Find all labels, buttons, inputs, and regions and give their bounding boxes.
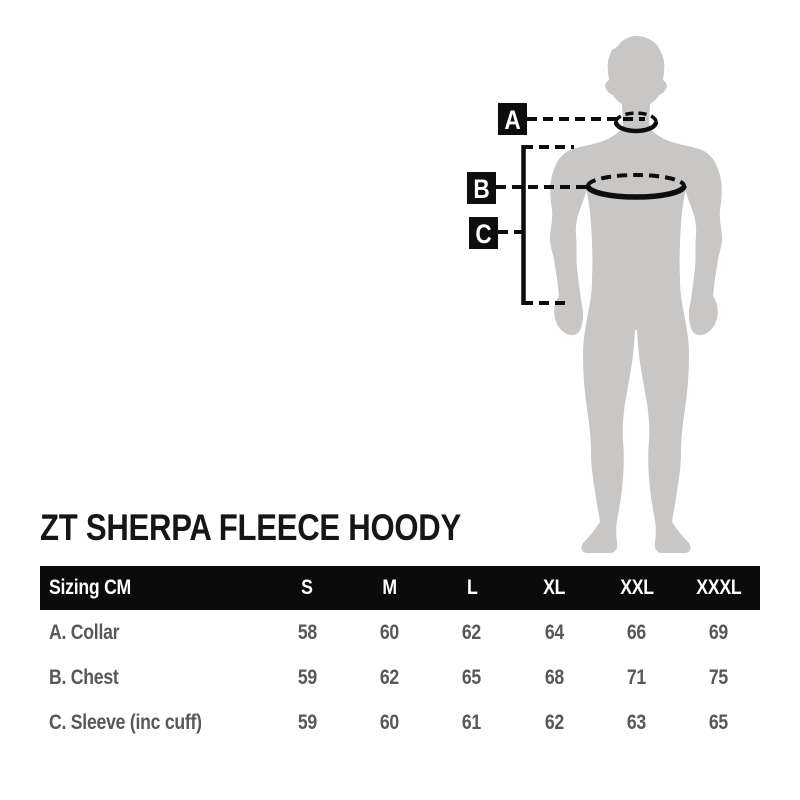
label-letter-a: A	[504, 105, 520, 135]
product-title: ZT SHERPA FLEECE HOODY	[40, 507, 541, 549]
row-label: B. Chest	[49, 665, 119, 689]
product-title-text: ZT SHERPA FLEECE HOODY	[40, 507, 461, 548]
value-cell: 61	[462, 710, 482, 734]
value-cell: 64	[544, 620, 564, 644]
header-sizing-cm: Sizing CM	[49, 576, 132, 599]
body-silhouette	[550, 36, 722, 553]
value-cell: 69	[709, 620, 729, 644]
label-box-b	[467, 172, 496, 204]
label-letter-c: C	[475, 219, 491, 249]
value-cell: 62	[462, 620, 482, 644]
value-cell: 71	[626, 665, 647, 689]
header-size-s: S	[301, 576, 313, 599]
collar-ellipse-solid	[613, 121, 659, 134]
value-cell: 59	[297, 710, 317, 734]
value-cell: 59	[297, 665, 317, 689]
value-cell: 63	[626, 710, 647, 734]
value-cell: 58	[297, 620, 317, 644]
label-box-c	[469, 217, 498, 249]
size-diagram: A B C	[467, 36, 722, 553]
table-row-collar: A. Collar 58 60 62 64 66 69	[40, 610, 760, 655]
header-size-xxl: XXL	[619, 576, 654, 599]
table-row-chest: B. Chest 59 62 65 68 71 75	[40, 655, 760, 700]
table-row-sleeve: C. Sleeve (inc cuff) 59 60 61 62 63 65	[40, 700, 760, 745]
row-label: A. Collar	[49, 620, 120, 644]
value-cell: 62	[544, 710, 564, 734]
header-size-xxxl: XXXL	[696, 576, 742, 599]
header-size-l: L	[466, 576, 478, 599]
header-size-xl: XL	[543, 576, 566, 599]
value-cell: 60	[379, 620, 400, 644]
sizing-table: Sizing CM S M L XL XXL XXXL A. Coll	[40, 566, 760, 745]
collar-ellipse-dashed	[614, 111, 658, 123]
sizing-table-header: Sizing CM S M L XL XXL XXXL	[40, 566, 760, 610]
value-cell: 60	[379, 710, 400, 734]
value-cell: 65	[462, 665, 482, 689]
value-cell: 68	[544, 665, 564, 689]
header-size-m: M	[382, 576, 397, 599]
value-cell: 75	[709, 665, 729, 689]
row-label: C. Sleeve (inc cuff)	[49, 710, 202, 734]
value-cell: 65	[709, 710, 729, 734]
value-cell: 62	[379, 665, 400, 689]
chest-ellipse-dashed	[586, 173, 686, 187]
label-letter-b: B	[473, 174, 489, 204]
label-box-a	[498, 103, 527, 135]
chest-ellipse-solid	[585, 185, 687, 200]
value-cell: 66	[626, 620, 647, 644]
